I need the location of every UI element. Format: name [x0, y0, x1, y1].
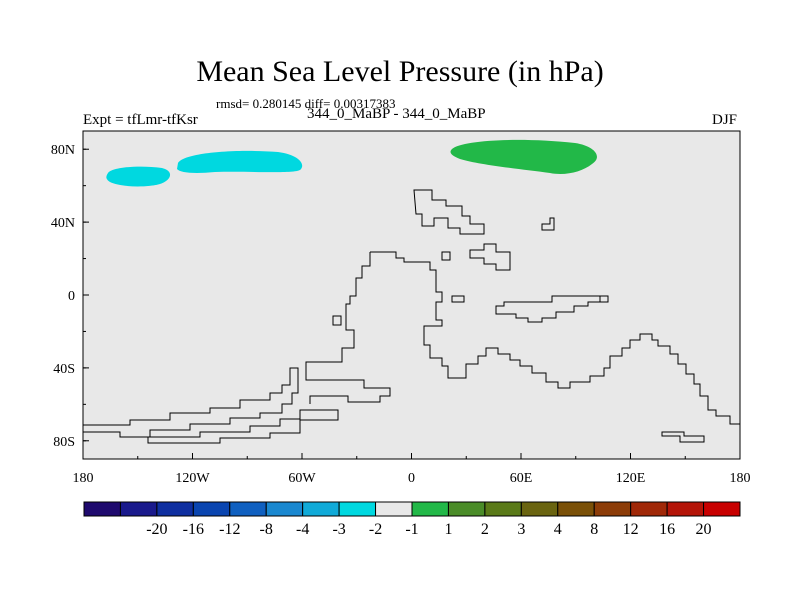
colorbar-swatch [192, 501, 231, 517]
colorbar-label: -12 [219, 521, 240, 538]
colorbar-swatch [593, 501, 632, 517]
continent-outlines [83, 189, 740, 444]
landmass-outline-americas-africa [147, 409, 339, 444]
colorbar-label: -20 [146, 521, 167, 538]
landmass-outline-atlantic-rim [370, 251, 740, 425]
island-outline [332, 315, 342, 326]
colorbar-swatch [83, 501, 121, 517]
island-outline [451, 295, 465, 303]
experiment-label: Expt = tfLmr-tfKsr [83, 112, 198, 128]
lat-tick-label: 40S [53, 362, 75, 377]
colorbar-label: -2 [369, 521, 382, 538]
colorbar: -20 -16 -12 -8 -4 -3 -2 -1 1 2 3 4 8 12 16 20 [83, 501, 741, 538]
colorbar-swatch [520, 501, 559, 517]
colorbar-label: -16 [183, 521, 204, 538]
latitude-axis: 80N 40N 0 40S 80S [51, 143, 89, 450]
landmass-outline-asia-interior [469, 243, 511, 271]
lon-tick-label: 60W [288, 471, 316, 486]
colorbar-swatch [630, 501, 668, 517]
colorbar-swatch [119, 501, 158, 517]
colorbar-label: 3 [517, 521, 525, 538]
plot-area [83, 131, 740, 459]
colorbar-swatch [229, 501, 267, 517]
colorbar-swatch [156, 501, 194, 517]
landmass-outline-south-america [305, 252, 391, 404]
colorbar-label: 8 [590, 521, 598, 538]
landmass-outline-europe [413, 189, 485, 235]
colorbar-swatch [338, 501, 377, 517]
landmass-outline-main [83, 367, 299, 438]
colorbar-label: -8 [260, 521, 273, 538]
landmass-outline-southeast-asia [495, 295, 609, 323]
lon-tick-label: 180 [730, 471, 751, 486]
colorbar-label: 1 [444, 521, 452, 538]
colorbar-swatch [411, 501, 449, 517]
colorbar-label: 20 [696, 521, 712, 538]
colorbar-swatch [703, 501, 741, 517]
lat-tick-label: 0 [68, 289, 75, 304]
lon-tick-label: 120E [616, 471, 646, 486]
lat-tick-label: 80S [53, 435, 75, 450]
colorbar-swatch [375, 501, 413, 517]
longitude-axis: 180 120W 60W 0 60E 120E 180 [73, 453, 751, 486]
rmsd-diff-stats: rmsd= 0.280145 diff= 0.00317383 [216, 96, 396, 111]
lon-tick-label: 120W [175, 471, 210, 486]
colorbar-label: 12 [623, 521, 639, 538]
positive-anomaly-arctic-eurasia [450, 139, 597, 174]
colorbar-swatch [447, 501, 486, 517]
negative-anomaly-north-pacific-east [177, 150, 303, 173]
colorbar-swatch [302, 501, 340, 517]
season-label: DJF [712, 112, 738, 128]
colorbar-label: -4 [296, 521, 309, 538]
case-label: 344_0_MaBP - 344_0_MaBP [307, 106, 486, 122]
colorbar-label: 2 [481, 521, 489, 538]
colorbar-label: -1 [405, 521, 418, 538]
colorbar-swatch [666, 501, 705, 517]
colorbar-label: -3 [332, 521, 345, 538]
colorbar-swatch [265, 501, 304, 517]
negative-anomaly-north-pacific-west [106, 166, 171, 187]
colorbar-label: 4 [554, 521, 562, 538]
colorbar-swatch [484, 501, 522, 517]
colorbar-swatch [557, 501, 595, 517]
lon-tick-label: 60E [510, 471, 533, 486]
island-outline [541, 217, 555, 231]
lon-tick-label: 0 [408, 471, 415, 486]
colorbar-label: 16 [659, 521, 675, 538]
island-outline [441, 251, 451, 261]
lat-tick-label: 80N [51, 143, 75, 158]
map-title: Mean Sea Level Pressure (in hPa) [196, 55, 604, 88]
lon-tick-label: 180 [73, 471, 94, 486]
lat-tick-label: 40N [51, 216, 75, 231]
landmass-outline-antarctic-fragment [661, 431, 705, 443]
